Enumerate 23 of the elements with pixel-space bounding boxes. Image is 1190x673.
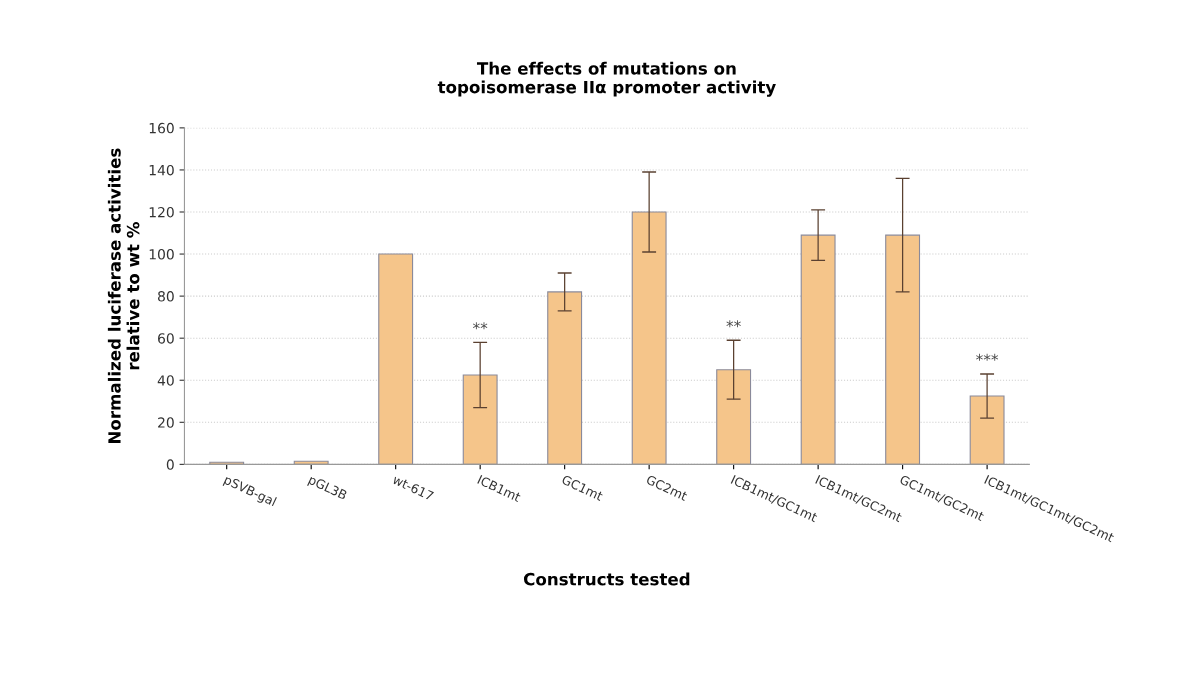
y-tick-label: 160	[149, 122, 174, 134]
bar	[631, 211, 667, 465]
chart-title: The effects of mutations on topoisomerase IIα promoter activity	[437, 61, 776, 97]
y-tick-label: 140	[149, 164, 174, 176]
bar	[800, 234, 836, 465]
bar	[378, 253, 414, 465]
y-axis-title: Normalized luciferase activities relative to wt %	[107, 148, 140, 444]
annotation: **	[726, 320, 741, 328]
y-tick-label: 20	[158, 417, 174, 428]
bar	[716, 369, 752, 465]
y-tick-label: 80	[158, 291, 174, 302]
y-tick-label: 0	[166, 459, 174, 470]
y-tick-label: 40	[157, 375, 174, 386]
y-tick-label: 60	[158, 333, 174, 344]
y-tick-label: 100	[149, 249, 174, 260]
x-axis-title: Constructs tested	[523, 572, 690, 586]
bar	[885, 234, 921, 465]
bar	[969, 395, 1005, 465]
bar	[547, 291, 583, 465]
bar	[462, 374, 498, 465]
y-tick-label: 120	[149, 206, 174, 218]
annotation: ***	[976, 353, 999, 361]
annotation: **	[472, 322, 488, 330]
